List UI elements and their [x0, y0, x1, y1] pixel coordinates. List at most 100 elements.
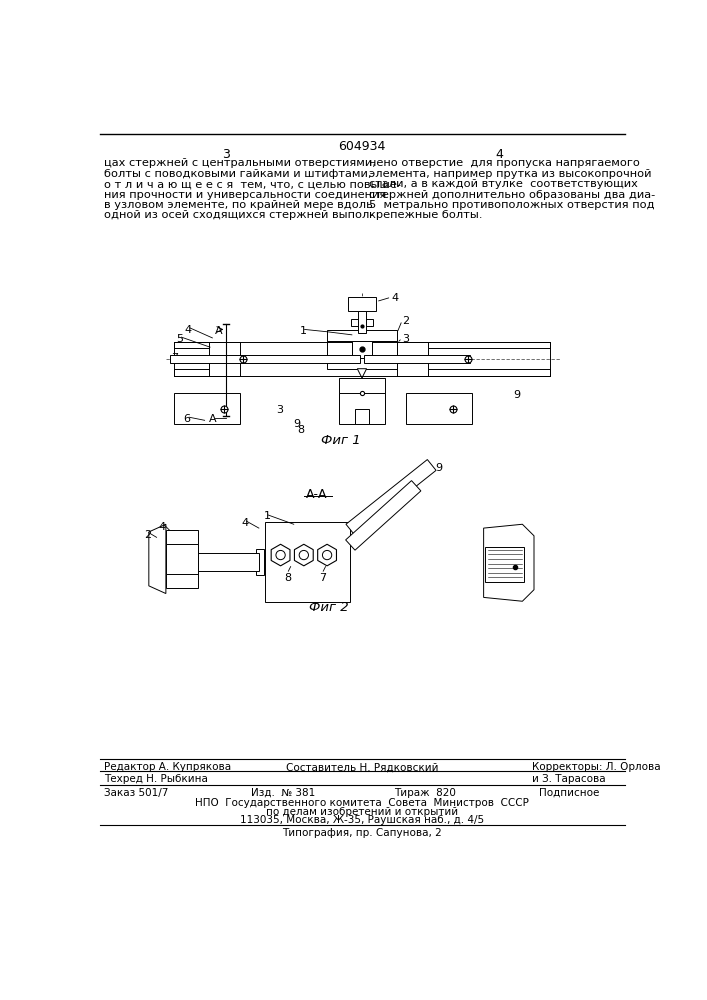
- Bar: [166, 530, 199, 588]
- Text: Фиг 1: Фиг 1: [321, 434, 361, 447]
- Text: А: А: [209, 414, 216, 424]
- Text: болты с поводковыми гайками и штифтами,: болты с поводковыми гайками и штифтами,: [104, 169, 371, 179]
- Text: 7: 7: [171, 353, 178, 363]
- Bar: [358, 311, 366, 333]
- Bar: [327, 341, 352, 358]
- Text: 3: 3: [221, 148, 230, 161]
- Bar: [428, 369, 549, 376]
- Text: Типография, пр. Сапунова, 2: Типография, пр. Сапунова, 2: [282, 828, 442, 838]
- Text: Техред Н. Рыбкина: Техред Н. Рыбкина: [104, 774, 208, 784]
- Bar: [372, 341, 397, 358]
- Bar: [485, 547, 524, 582]
- Polygon shape: [484, 524, 534, 601]
- Text: 2: 2: [402, 316, 409, 326]
- Text: 5  метрально противоположных отверстия под: 5 метрально противоположных отверстия по…: [369, 200, 655, 210]
- Text: Подписное: Подписное: [539, 788, 600, 798]
- Polygon shape: [346, 481, 421, 550]
- Bar: [397, 342, 428, 376]
- Text: 3: 3: [169, 530, 176, 540]
- Bar: [209, 342, 240, 376]
- Text: 8: 8: [298, 425, 305, 435]
- Text: 5: 5: [176, 334, 183, 344]
- Bar: [174, 342, 209, 348]
- Text: 4: 4: [185, 325, 192, 335]
- Text: 4: 4: [392, 293, 399, 303]
- Text: Заказ 501/7: Заказ 501/7: [104, 788, 168, 798]
- Text: Корректоры: Л. Орлова: Корректоры: Л. Орлова: [532, 762, 660, 772]
- Text: о т л и ч а ю щ е е с я  тем, что, с целью повыше-: о т л и ч а ю щ е е с я тем, что, с цель…: [104, 179, 401, 189]
- Text: Составитель Н. Рядковский: Составитель Н. Рядковский: [286, 762, 438, 772]
- Bar: [355, 409, 369, 424]
- Bar: [406, 393, 472, 424]
- Text: 3: 3: [276, 405, 283, 415]
- Bar: [256, 549, 264, 575]
- Text: и З. Тарасова: и З. Тарасова: [532, 774, 605, 784]
- Text: нено отверстие  для пропуска напрягаемого: нено отверстие для пропуска напрягаемого: [369, 158, 640, 168]
- Bar: [166, 544, 199, 574]
- Bar: [174, 369, 209, 376]
- Text: 1: 1: [300, 326, 307, 336]
- Bar: [339, 393, 385, 424]
- Text: Тираж  820: Тираж 820: [395, 788, 457, 798]
- Bar: [174, 342, 209, 348]
- Text: Редактор А. Купрякова: Редактор А. Купрякова: [104, 762, 231, 772]
- Text: 2: 2: [144, 530, 151, 540]
- Text: стали, а в каждой втулке  соответствующих: стали, а в каждой втулке соответствующих: [369, 179, 638, 189]
- Text: 604934: 604934: [338, 140, 385, 153]
- Bar: [351, 319, 373, 326]
- Bar: [174, 369, 209, 376]
- Bar: [170, 355, 360, 363]
- Text: 113035, Москва, Ж-35, Раушская наб., д. 4/5: 113035, Москва, Ж-35, Раушская наб., д. …: [240, 815, 484, 825]
- Text: 4: 4: [241, 518, 248, 528]
- Text: 6: 6: [184, 414, 191, 424]
- Text: 4: 4: [159, 522, 166, 532]
- Text: Изд.  № 381: Изд. № 381: [251, 788, 315, 798]
- Bar: [265, 522, 351, 602]
- Text: 1: 1: [264, 511, 271, 521]
- Text: НПО  Государственного комитета  Совета  Министров  СССР: НПО Государственного комитета Совета Мин…: [195, 798, 529, 808]
- Bar: [364, 355, 470, 363]
- Bar: [174, 393, 240, 424]
- Text: элемента, например прутка из высокопрочной: элемента, например прутка из высокопрочн…: [369, 169, 651, 179]
- Bar: [428, 369, 549, 376]
- Text: крепежные болты.: крепежные болты.: [369, 210, 482, 220]
- Bar: [339, 378, 385, 409]
- Text: в узловом элементе, по крайней мере вдоль: в узловом элементе, по крайней мере вдол…: [104, 200, 373, 210]
- Bar: [265, 522, 351, 602]
- Bar: [348, 297, 376, 311]
- Text: 8: 8: [284, 573, 291, 583]
- Bar: [339, 378, 385, 409]
- Polygon shape: [357, 369, 367, 378]
- Polygon shape: [149, 524, 166, 594]
- Text: 4: 4: [495, 148, 503, 161]
- Polygon shape: [346, 460, 436, 535]
- Text: цах стержней с центральными отверстиями,: цах стержней с центральными отверстиями,: [104, 158, 375, 168]
- Text: А: А: [215, 326, 222, 336]
- Text: одной из осей сходящихся стержней выпол-: одной из осей сходящихся стержней выпол-: [104, 210, 373, 220]
- Bar: [397, 342, 428, 376]
- Bar: [348, 297, 376, 311]
- Text: 9: 9: [293, 419, 301, 429]
- Text: 3: 3: [402, 334, 409, 344]
- Bar: [327, 330, 397, 341]
- Bar: [166, 530, 199, 588]
- Text: 9: 9: [436, 463, 443, 473]
- Text: стержней дополнительно образованы два диа-: стержней дополнительно образованы два ди…: [369, 190, 655, 200]
- Text: по делам изобретений и открытий: по делам изобретений и открытий: [266, 807, 458, 817]
- Text: Фиг 2: Фиг 2: [309, 601, 349, 614]
- Bar: [406, 393, 472, 424]
- Bar: [339, 393, 385, 424]
- Bar: [428, 342, 549, 348]
- Bar: [174, 393, 240, 424]
- Text: 9: 9: [513, 389, 520, 399]
- Bar: [327, 330, 397, 341]
- Bar: [352, 341, 372, 358]
- Bar: [351, 319, 373, 326]
- Bar: [327, 358, 397, 369]
- Bar: [256, 549, 264, 575]
- Bar: [327, 358, 397, 369]
- Bar: [209, 342, 240, 376]
- Bar: [372, 341, 397, 358]
- Bar: [428, 342, 549, 348]
- Text: А-А: А-А: [306, 488, 328, 501]
